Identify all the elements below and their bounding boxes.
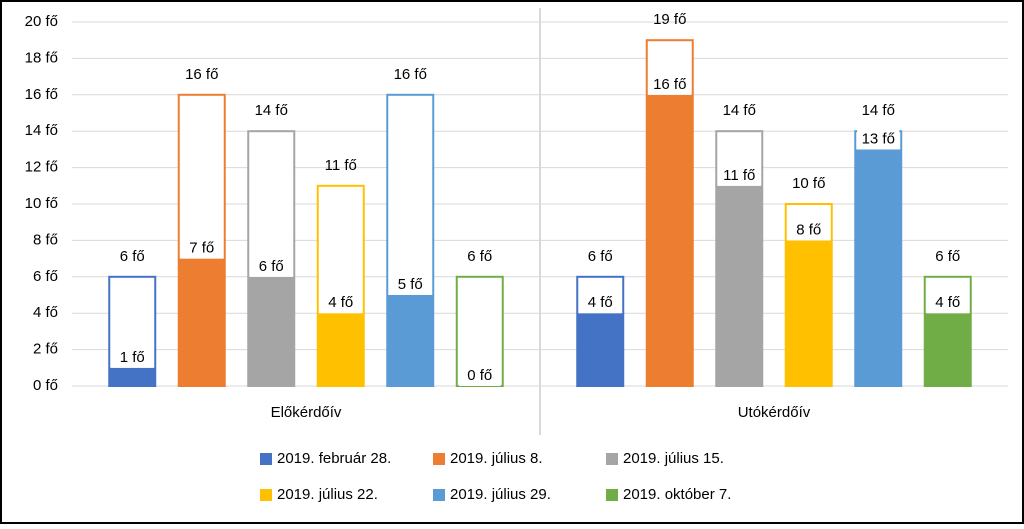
label-bg bbox=[857, 129, 900, 150]
label-bg bbox=[648, 74, 691, 95]
total-label: 6 fő bbox=[588, 248, 613, 265]
value-label: 13 fő bbox=[862, 130, 895, 147]
total-label: 19 fő bbox=[653, 11, 686, 28]
total-label: 6 fő bbox=[120, 248, 145, 265]
value-label: 4 fő bbox=[328, 294, 353, 311]
x-tick-label: Előkérdőív bbox=[271, 404, 342, 421]
total-label: 16 fő bbox=[185, 66, 218, 83]
legend-swatch bbox=[433, 453, 445, 465]
label-bg bbox=[718, 165, 761, 186]
label-bg bbox=[180, 238, 223, 259]
total-label: 11 fő bbox=[325, 157, 357, 174]
legend-swatch bbox=[606, 489, 618, 501]
y-tick-label: 0 fő bbox=[33, 377, 58, 394]
legend-label: 2019. július 29. bbox=[450, 486, 551, 503]
y-tick-label: 14 fő bbox=[25, 122, 58, 139]
y-tick-label: 10 fő bbox=[25, 195, 58, 212]
total-label: 6 fő bbox=[467, 248, 492, 265]
legend-label: 2019. július 22. bbox=[277, 486, 378, 503]
value-label: 4 fő bbox=[935, 294, 960, 311]
legend-swatch bbox=[260, 453, 272, 465]
value-label: 4 fő bbox=[588, 294, 613, 311]
legend-label: 2019. február 28. bbox=[277, 450, 391, 467]
bar bbox=[317, 313, 364, 386]
bar bbox=[785, 240, 832, 386]
bar bbox=[178, 258, 225, 386]
y-tick-label: 20 fő bbox=[25, 13, 58, 30]
bar bbox=[248, 276, 295, 386]
label-bg bbox=[389, 275, 432, 295]
bar bbox=[924, 313, 971, 386]
y-tick-label: 18 fő bbox=[25, 49, 58, 66]
value-label: 1 fő bbox=[120, 349, 145, 366]
value-label: 16 fő bbox=[653, 76, 686, 93]
bar bbox=[855, 149, 902, 386]
bar bbox=[109, 367, 156, 386]
bar bbox=[716, 185, 763, 386]
y-tick-label: 16 fő bbox=[25, 86, 58, 103]
label-bg bbox=[458, 366, 501, 386]
x-tick-label: Utókérdőív bbox=[738, 404, 811, 421]
bar bbox=[387, 295, 434, 386]
legend-label: 2019. október 7. bbox=[623, 486, 731, 503]
legend-swatch bbox=[606, 453, 618, 465]
value-label: 6 fő bbox=[259, 258, 284, 275]
total-label: 10 fő bbox=[792, 175, 825, 192]
value-label: 11 fő bbox=[723, 167, 755, 184]
legend-label: 2019. július 15. bbox=[623, 450, 724, 467]
label-bg bbox=[250, 256, 293, 277]
label-bg bbox=[579, 293, 622, 314]
legend-label: 2019. július 8. bbox=[450, 450, 543, 467]
total-label: 14 fő bbox=[255, 102, 288, 119]
value-label: 5 fő bbox=[398, 276, 423, 293]
value-label: 0 fő bbox=[467, 367, 492, 384]
y-tick-label: 6 fő bbox=[33, 268, 58, 285]
bar bbox=[577, 313, 624, 386]
bar bbox=[646, 94, 693, 387]
y-tick-label: 4 fő bbox=[33, 304, 58, 321]
total-label: 14 fő bbox=[723, 102, 756, 119]
total-label: 14 fő bbox=[862, 102, 895, 119]
legend-swatch bbox=[260, 489, 272, 501]
legend-swatch bbox=[433, 489, 445, 501]
label-bg bbox=[111, 347, 154, 368]
value-label: 7 fő bbox=[189, 240, 214, 257]
total-label: 6 fő bbox=[935, 248, 960, 265]
value-label: 8 fő bbox=[796, 221, 821, 238]
total-label: 16 fő bbox=[394, 66, 427, 83]
y-tick-label: 2 fő bbox=[33, 341, 58, 358]
y-tick-label: 8 fő bbox=[33, 231, 58, 248]
label-bg bbox=[787, 220, 830, 241]
label-bg bbox=[319, 293, 362, 314]
label-bg bbox=[926, 293, 969, 314]
y-tick-label: 12 fő bbox=[25, 159, 58, 176]
